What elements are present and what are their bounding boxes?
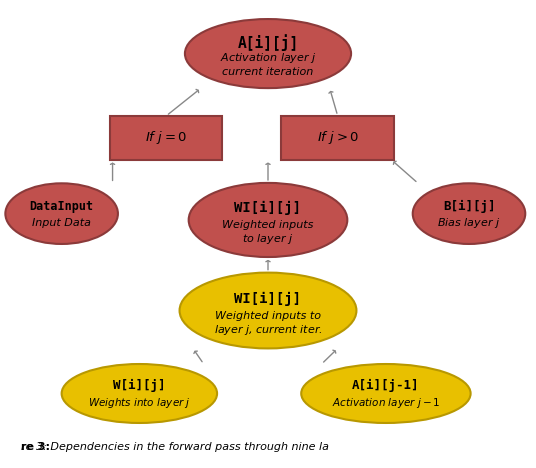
Text: B[i][j]: B[i][j] bbox=[443, 199, 495, 212]
Text: re 3: Dependencies in the forward pass through nine la: re 3: Dependencies in the forward pass t… bbox=[21, 442, 330, 452]
Text: Activation layer $j$
current iteration: Activation layer $j$ current iteration bbox=[220, 51, 316, 77]
Ellipse shape bbox=[185, 19, 351, 88]
Text: A[i][j]: A[i][j] bbox=[237, 35, 299, 51]
Text: WI[i][j]: WI[i][j] bbox=[235, 292, 301, 306]
Ellipse shape bbox=[5, 183, 118, 244]
Text: A[i][j-1]: A[i][j-1] bbox=[352, 380, 420, 393]
Text: DataInput: DataInput bbox=[29, 199, 94, 212]
Ellipse shape bbox=[301, 364, 471, 423]
FancyBboxPatch shape bbox=[281, 116, 394, 160]
Ellipse shape bbox=[189, 183, 347, 257]
Text: Weights into layer $j$: Weights into layer $j$ bbox=[88, 396, 191, 410]
Text: Weighted inputs
to layer $j$: Weighted inputs to layer $j$ bbox=[222, 219, 314, 246]
Text: Activation layer $j-1$: Activation layer $j-1$ bbox=[332, 396, 440, 410]
Ellipse shape bbox=[62, 364, 217, 423]
Ellipse shape bbox=[180, 272, 356, 348]
Text: W[i][j]: W[i][j] bbox=[113, 380, 166, 393]
Text: Input Data: Input Data bbox=[32, 218, 91, 228]
Text: If $j=0$: If $j=0$ bbox=[145, 129, 187, 146]
Ellipse shape bbox=[413, 183, 525, 244]
Text: Bias layer $j$: Bias layer $j$ bbox=[437, 216, 501, 230]
FancyBboxPatch shape bbox=[110, 116, 222, 160]
Text: Weighted inputs to
layer $j$, current iter.: Weighted inputs to layer $j$, current it… bbox=[214, 311, 322, 337]
Text: If $j>0$: If $j>0$ bbox=[317, 129, 359, 146]
Text: WI[i][j]: WI[i][j] bbox=[235, 201, 301, 215]
Text: re 3:: re 3: bbox=[21, 442, 50, 452]
